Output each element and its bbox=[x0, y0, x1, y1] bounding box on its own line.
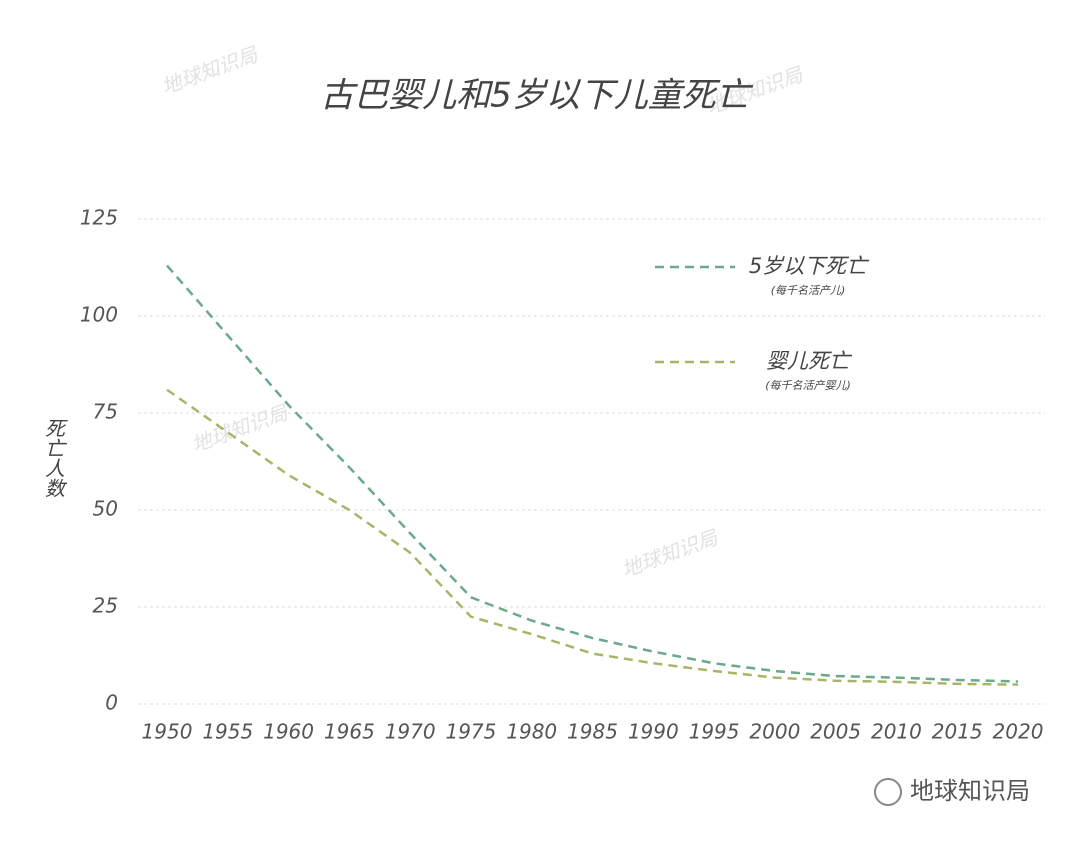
watermark: 地球知识局 bbox=[618, 525, 721, 582]
y-tick-label: 75 bbox=[93, 400, 118, 424]
x-tick-label: 2020 bbox=[993, 720, 1044, 744]
y-tick-label: 25 bbox=[93, 594, 118, 618]
x-tick-label: 2010 bbox=[871, 720, 922, 744]
x-tick-label: 1965 bbox=[324, 720, 375, 744]
y-tick-label: 100 bbox=[80, 303, 118, 327]
legend-note: (每千名活产婴儿) bbox=[765, 379, 851, 392]
x-tick-label: 1970 bbox=[385, 720, 436, 744]
x-tick-label: 2015 bbox=[932, 720, 983, 744]
source: 地球知识局 bbox=[910, 777, 1030, 805]
watermark: 地球知识局 bbox=[188, 400, 291, 457]
x-tick-label: 1975 bbox=[445, 720, 496, 744]
legend-note: (每千名活产儿) bbox=[771, 284, 846, 297]
y-tick-label: 50 bbox=[93, 497, 118, 521]
x-tick-label: 1980 bbox=[506, 720, 557, 744]
watermarks: 地球知识局 地球知识局 地球知识局 地球知识局 bbox=[158, 42, 806, 582]
x-tick-label: 1990 bbox=[628, 720, 679, 744]
series-line bbox=[166, 264, 1019, 683]
y-tick-label: 125 bbox=[80, 206, 118, 230]
x-tick-label: 2005 bbox=[810, 720, 861, 744]
x-tick-label: 1995 bbox=[689, 720, 740, 744]
x-tick-label: 1960 bbox=[263, 720, 314, 744]
legend-label: 5岁以下死亡 bbox=[749, 254, 870, 278]
series-line bbox=[166, 388, 1019, 686]
x-tick-label: 2000 bbox=[749, 720, 800, 744]
chart-title: 古巴婴儿和5岁以下儿童死亡 bbox=[320, 76, 754, 116]
x-tick-label: 1955 bbox=[202, 720, 253, 744]
y-axis-label: 死亡人数 bbox=[42, 418, 66, 498]
legend-label: 婴儿死亡 bbox=[766, 349, 853, 373]
logo-icon bbox=[874, 778, 902, 806]
watermark: 地球知识局 bbox=[158, 42, 261, 99]
x-tick-label: 1985 bbox=[567, 720, 618, 744]
x-tick-label: 1950 bbox=[142, 720, 193, 744]
y-tick-label: 0 bbox=[105, 691, 118, 715]
